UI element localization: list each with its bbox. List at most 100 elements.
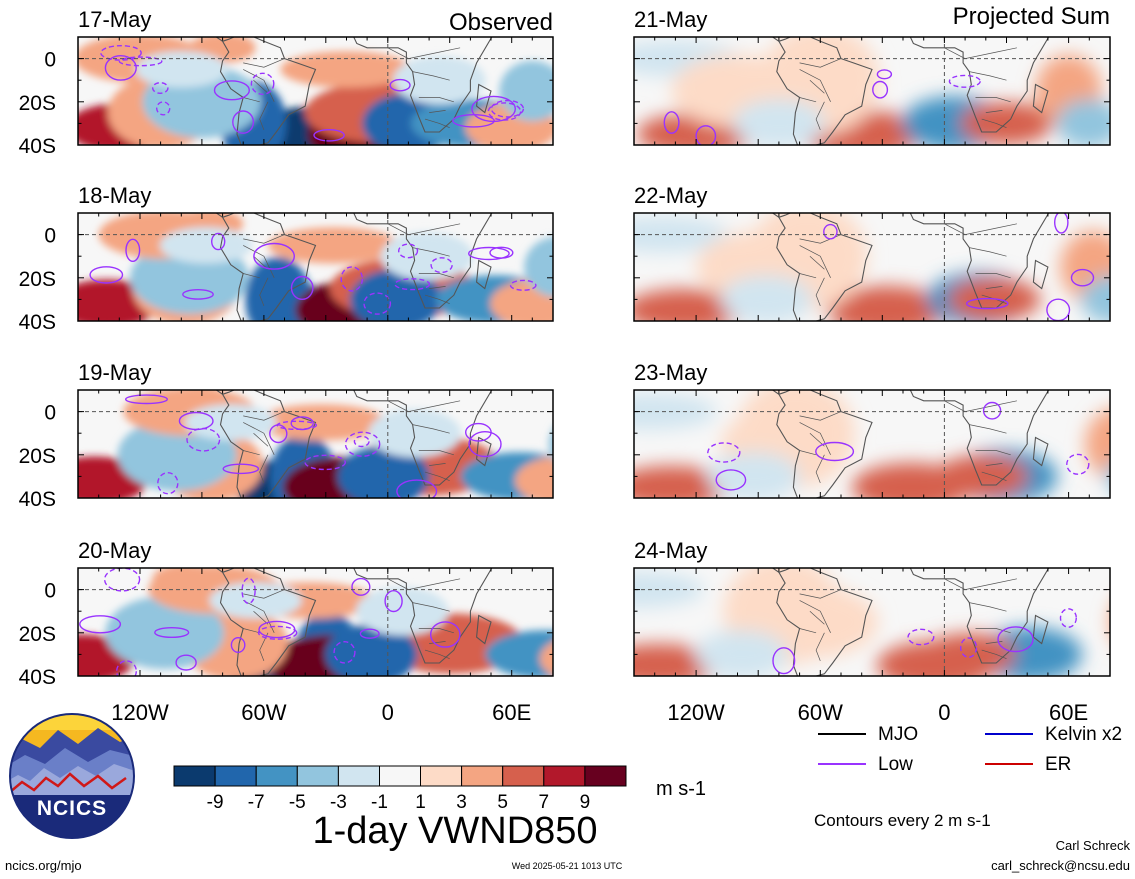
panel-frame	[77, 567, 554, 677]
colorbar-swatch	[296, 765, 339, 787]
panel-frame	[77, 36, 554, 146]
colorbar-swatch	[214, 765, 257, 787]
colorbar-tick-label: -1	[371, 792, 388, 813]
longitude-labels: 120W 60W 0 60E 120W 60W 0 60E	[111, 700, 1088, 725]
colorbar-tick-label: 3	[456, 792, 467, 813]
low-contours	[100, 45, 525, 142]
observed-header: Observed	[449, 9, 553, 36]
latitude-labels: 0 20S 40S 0 20S 40S 0 20S 40S 0 20S 40S	[19, 49, 56, 689]
latitude-label: 0	[44, 49, 56, 72]
colorbar-swatch	[584, 765, 627, 787]
low-contours	[124, 394, 502, 498]
footer-timestamp: Wed 2025-05-21 1013 UTC	[512, 861, 623, 871]
map-panel-left-1: 17-May	[77, 7, 554, 146]
panel-date-label: 22-May	[634, 183, 707, 208]
longitude-label: 60E	[492, 700, 531, 725]
colorbar-tick-label: -3	[330, 792, 347, 813]
map-panel-left-4: 20-May	[77, 538, 554, 677]
colorbar-tick-label: -7	[248, 792, 265, 813]
colorbar-swatch	[461, 765, 504, 787]
contour-note: Contours every 2 m s-1	[814, 811, 991, 830]
low-contours	[707, 401, 1090, 491]
panel-date-label: 21-May	[634, 7, 707, 32]
latitude-label: 0	[44, 580, 56, 603]
panel-date-label: 18-May	[78, 183, 151, 208]
panel-date-label: 17-May	[78, 7, 151, 32]
legend-label: ER	[1045, 754, 1071, 775]
latitude-label: 40S	[19, 311, 56, 334]
low-contours	[663, 69, 981, 145]
legend-item: ER	[985, 754, 1071, 775]
footer-email: carl_schreck@ncsu.edu	[991, 858, 1130, 873]
logo-text: NCICS	[37, 797, 107, 820]
map-panel-left-3: 19-May	[77, 360, 554, 499]
longitude-label: 60W	[798, 700, 843, 725]
colorbar-swatch	[543, 765, 586, 787]
panel-frame	[77, 212, 554, 322]
footer-author: Carl Schreck	[1056, 838, 1131, 853]
legend-item: Low	[818, 754, 913, 775]
map-panels: 17-May 18-May 19-May 20-May 21-May 22-May 23-M…	[77, 7, 1111, 677]
panel-date-label: 20-May	[78, 538, 151, 563]
colorbar-swatch	[379, 765, 422, 787]
panel-frame	[633, 36, 1111, 146]
longitude-label: 120W	[111, 700, 169, 725]
longitude-label: 60W	[241, 700, 286, 725]
wind-anomaly-shading	[78, 568, 553, 676]
wind-anomaly-shading	[634, 213, 1110, 321]
panel-frame	[77, 389, 554, 499]
latitude-label: 20S	[19, 445, 56, 468]
panel-frame	[633, 389, 1111, 499]
colorbar: -9 -7 -5 -3 -1 1 3 5 7 9	[173, 765, 627, 813]
latitude-label: 0	[44, 225, 56, 248]
footer-url: ncics.org/mjo	[5, 858, 82, 873]
map-panel-left-2: 18-May	[77, 183, 554, 322]
wind-anomaly-shading	[634, 568, 1083, 676]
colorbar-swatch	[173, 765, 216, 787]
latitude-label: 40S	[19, 666, 56, 689]
longitude-label: 0	[382, 700, 394, 725]
latitude-label: 40S	[19, 135, 56, 158]
legend-label: Kelvin x2	[1045, 724, 1122, 745]
coastlines	[754, 568, 1050, 676]
wind-anomaly-shading	[634, 390, 1110, 498]
panel-date-label: 24-May	[634, 538, 707, 563]
panel-frame	[633, 567, 1111, 677]
map-panel-right-2: 22-May	[633, 183, 1111, 322]
panel-frame	[633, 212, 1111, 322]
latitude-label: 20S	[19, 268, 56, 291]
map-panel-right-4: 24-May	[633, 538, 1111, 677]
legend-label: MJO	[878, 724, 918, 745]
legend-item: MJO	[818, 724, 918, 745]
latitude-label: 0	[44, 402, 56, 425]
legend: MJO Kelvin x2 Low ER	[818, 724, 1122, 775]
colorbar-swatch	[420, 765, 463, 787]
low-contours	[823, 213, 1095, 321]
wind-anomaly-shading	[78, 390, 553, 498]
latitude-label: 20S	[19, 92, 56, 115]
low-contours	[89, 232, 537, 315]
map-panel-right-3: 23-May	[633, 360, 1111, 499]
panel-date-label: 23-May	[634, 360, 707, 385]
colorbar-units: m s-1	[656, 778, 706, 800]
legend-item: Kelvin x2	[985, 724, 1122, 745]
colorbar-tick-label: 7	[539, 792, 550, 813]
colorbar-tick-label: 9	[580, 792, 591, 813]
colorbar-tick-label: -9	[207, 792, 224, 813]
panel-date-label: 19-May	[78, 360, 151, 385]
coastlines	[197, 37, 493, 145]
projected-sum-header: Projected Sum	[953, 3, 1110, 30]
latitude-label: 40S	[19, 488, 56, 511]
colorbar-swatch	[337, 765, 380, 787]
colorbar-swatch	[255, 765, 298, 787]
colorbar-tick-label: -5	[289, 792, 306, 813]
map-panel-right-1: 21-May	[633, 7, 1111, 146]
low-contours	[79, 568, 461, 676]
colorbar-tick-label: 1	[415, 792, 426, 813]
longitude-label: 120W	[667, 700, 725, 725]
legend-label: Low	[878, 754, 913, 775]
colorbar-tick-label: 5	[497, 792, 508, 813]
colorbar-swatch	[502, 765, 545, 787]
main-title: 1-day VWND850	[312, 810, 597, 852]
